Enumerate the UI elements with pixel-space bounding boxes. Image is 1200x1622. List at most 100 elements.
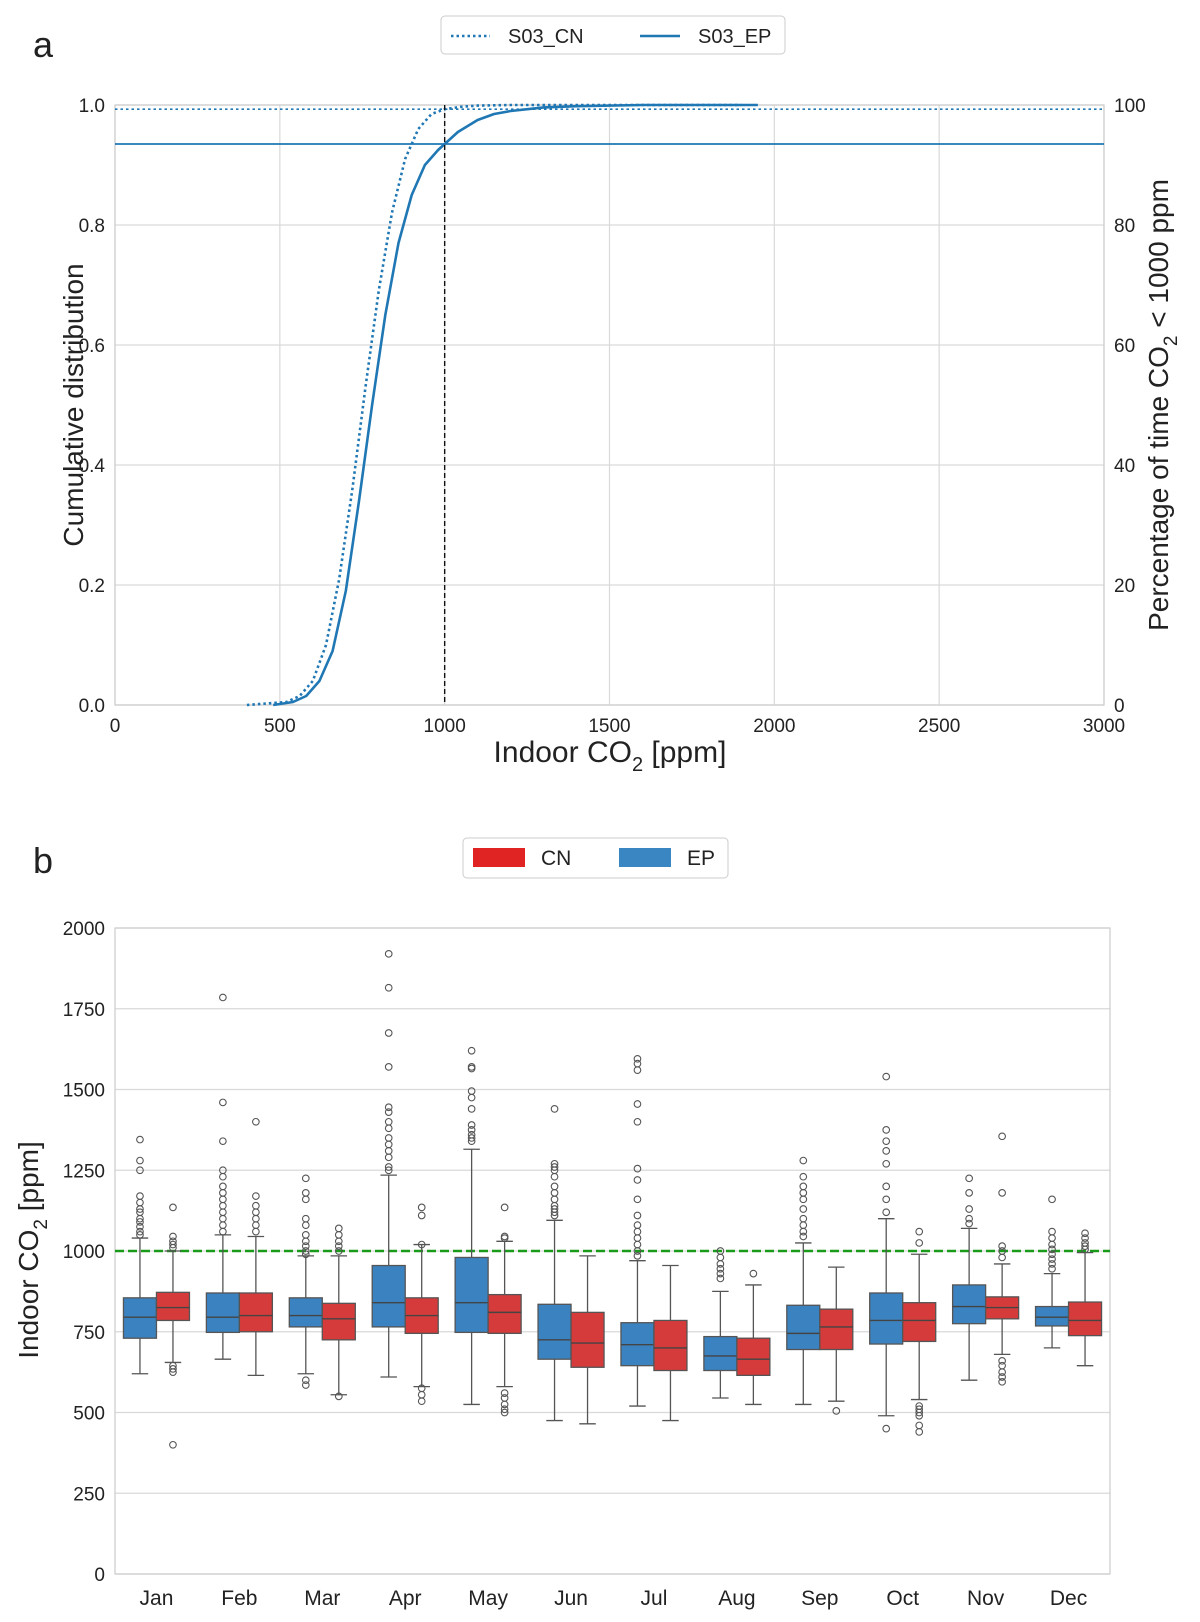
outlier-point	[136, 1135, 144, 1144]
box-cn-oct	[902, 1227, 937, 1436]
x-tick-label-aug: Aug	[718, 1587, 755, 1610]
x-tick-label: 2000	[753, 716, 795, 737]
outlier-point	[417, 1397, 426, 1406]
outlier-point	[219, 1201, 227, 1210]
y-tick-label: 0.0	[79, 696, 105, 717]
outlier-point	[334, 1392, 343, 1401]
panel-a-y2-axis-label: Percentage of time CO2 < 1000 ppm	[1143, 179, 1182, 631]
box-cn-jul	[653, 1264, 688, 1422]
iqr-box	[819, 1308, 854, 1351]
panel-a-x-ticks: 0 500 1000 1500 2000 2500 3000	[110, 716, 1125, 737]
outlier-point	[1048, 1234, 1056, 1242]
box-ep-mar	[288, 1174, 323, 1389]
outlier-point	[417, 1203, 426, 1212]
outlier-point	[169, 1232, 177, 1241]
outlier-point	[301, 1189, 310, 1197]
outlier-point	[1048, 1260, 1056, 1268]
box-ep-dec	[1034, 1195, 1070, 1349]
iqr-box	[371, 1264, 406, 1328]
outlier-point	[136, 1166, 144, 1175]
outlier-point	[252, 1192, 260, 1200]
outlier-point	[633, 1176, 642, 1184]
legend-swatch-cn	[473, 848, 525, 867]
outlier-point	[384, 1163, 393, 1171]
outlier-point	[301, 1237, 310, 1246]
x-tick-label-jul: Jul	[641, 1587, 668, 1610]
outlier-point	[882, 1072, 891, 1081]
outlier-point	[417, 1240, 426, 1249]
outlier-point	[334, 1237, 343, 1246]
outlier-point	[965, 1219, 973, 1228]
panel-b-label: b	[33, 840, 53, 881]
outlier-point	[1048, 1195, 1056, 1204]
outlier-point	[252, 1214, 260, 1223]
box-ep-jul	[620, 1054, 655, 1407]
x-tick-label-oct: Oct	[886, 1587, 919, 1610]
box-ep-feb	[205, 993, 241, 1360]
outlier-point	[500, 1232, 509, 1241]
outlier-point	[169, 1203, 177, 1212]
iqr-box	[1067, 1301, 1103, 1337]
legend-frame	[440, 15, 786, 55]
outlier-point	[550, 1182, 559, 1191]
outlier-point	[219, 1189, 227, 1197]
outlier-point	[998, 1373, 1006, 1381]
outlier-point	[334, 1247, 343, 1255]
outlier-point	[915, 1227, 924, 1236]
outlier-point	[633, 1221, 642, 1230]
iqr-box	[653, 1319, 688, 1372]
panel-a-x-axis-label: Indoor CO2 [ppm]	[494, 736, 727, 776]
outlier-point	[500, 1400, 509, 1409]
box-ep-jun	[537, 1105, 572, 1422]
outlier-point	[633, 1211, 642, 1220]
iqr-box	[487, 1293, 522, 1335]
outlier-point	[998, 1132, 1006, 1141]
outlier-point	[998, 1253, 1006, 1262]
outlier-point	[136, 1198, 144, 1207]
panel-b-x-ticks: Jan Feb Mar Apr May Jun Jul Aug Sep Oct Nov Dec	[140, 1587, 1088, 1610]
x-tick-label: 2500	[918, 716, 960, 737]
outlier-point	[915, 1405, 924, 1414]
outlier-point	[467, 1126, 476, 1134]
outlier-point	[550, 1172, 559, 1181]
outlier-point	[219, 1182, 227, 1191]
outlier-point	[965, 1205, 973, 1213]
y-tick-label: 0.4	[79, 456, 106, 477]
outlier-point	[998, 1377, 1006, 1386]
y2-tick-label: 100	[1114, 96, 1146, 117]
outlier-point	[965, 1214, 973, 1223]
outlier-point	[136, 1230, 144, 1239]
outlier-point	[252, 1208, 260, 1217]
outlier-point	[384, 1029, 393, 1037]
outlier-point	[882, 1147, 891, 1155]
outlier-point	[550, 1105, 559, 1113]
y-tick-label: 2000	[63, 919, 105, 940]
outlier-point	[1048, 1250, 1056, 1259]
outlier-point	[633, 1227, 642, 1236]
outlier-point	[832, 1407, 841, 1415]
panel-b-boxes	[122, 949, 1103, 1449]
y2-tick-label: 40	[1114, 456, 1135, 477]
outlier-point	[384, 983, 393, 992]
outlier-point	[301, 1174, 310, 1183]
box-ep-oct	[869, 1072, 904, 1433]
x-tick-label: 0	[110, 716, 121, 737]
outlier-point	[799, 1195, 808, 1204]
outlier-point	[799, 1232, 808, 1241]
legend-label-ep: EP	[687, 847, 715, 870]
outlier-point	[169, 1365, 177, 1373]
outlier-point	[915, 1428, 924, 1436]
y-tick-label: 1000	[63, 1242, 105, 1263]
outlier-point	[500, 1203, 509, 1212]
outlier-point	[550, 1159, 559, 1168]
y-tick-label: 250	[73, 1484, 105, 1505]
outlier-point	[500, 1389, 509, 1397]
outlier-point	[467, 1105, 476, 1113]
outlier-point	[633, 1251, 642, 1260]
y2-tick-label: 20	[1114, 576, 1135, 597]
outlier-point	[1048, 1227, 1056, 1236]
y2-tick-label: 80	[1114, 216, 1135, 237]
outlier-point	[384, 1063, 393, 1071]
outlier-point	[500, 1408, 509, 1417]
outlier-point	[467, 1134, 476, 1142]
